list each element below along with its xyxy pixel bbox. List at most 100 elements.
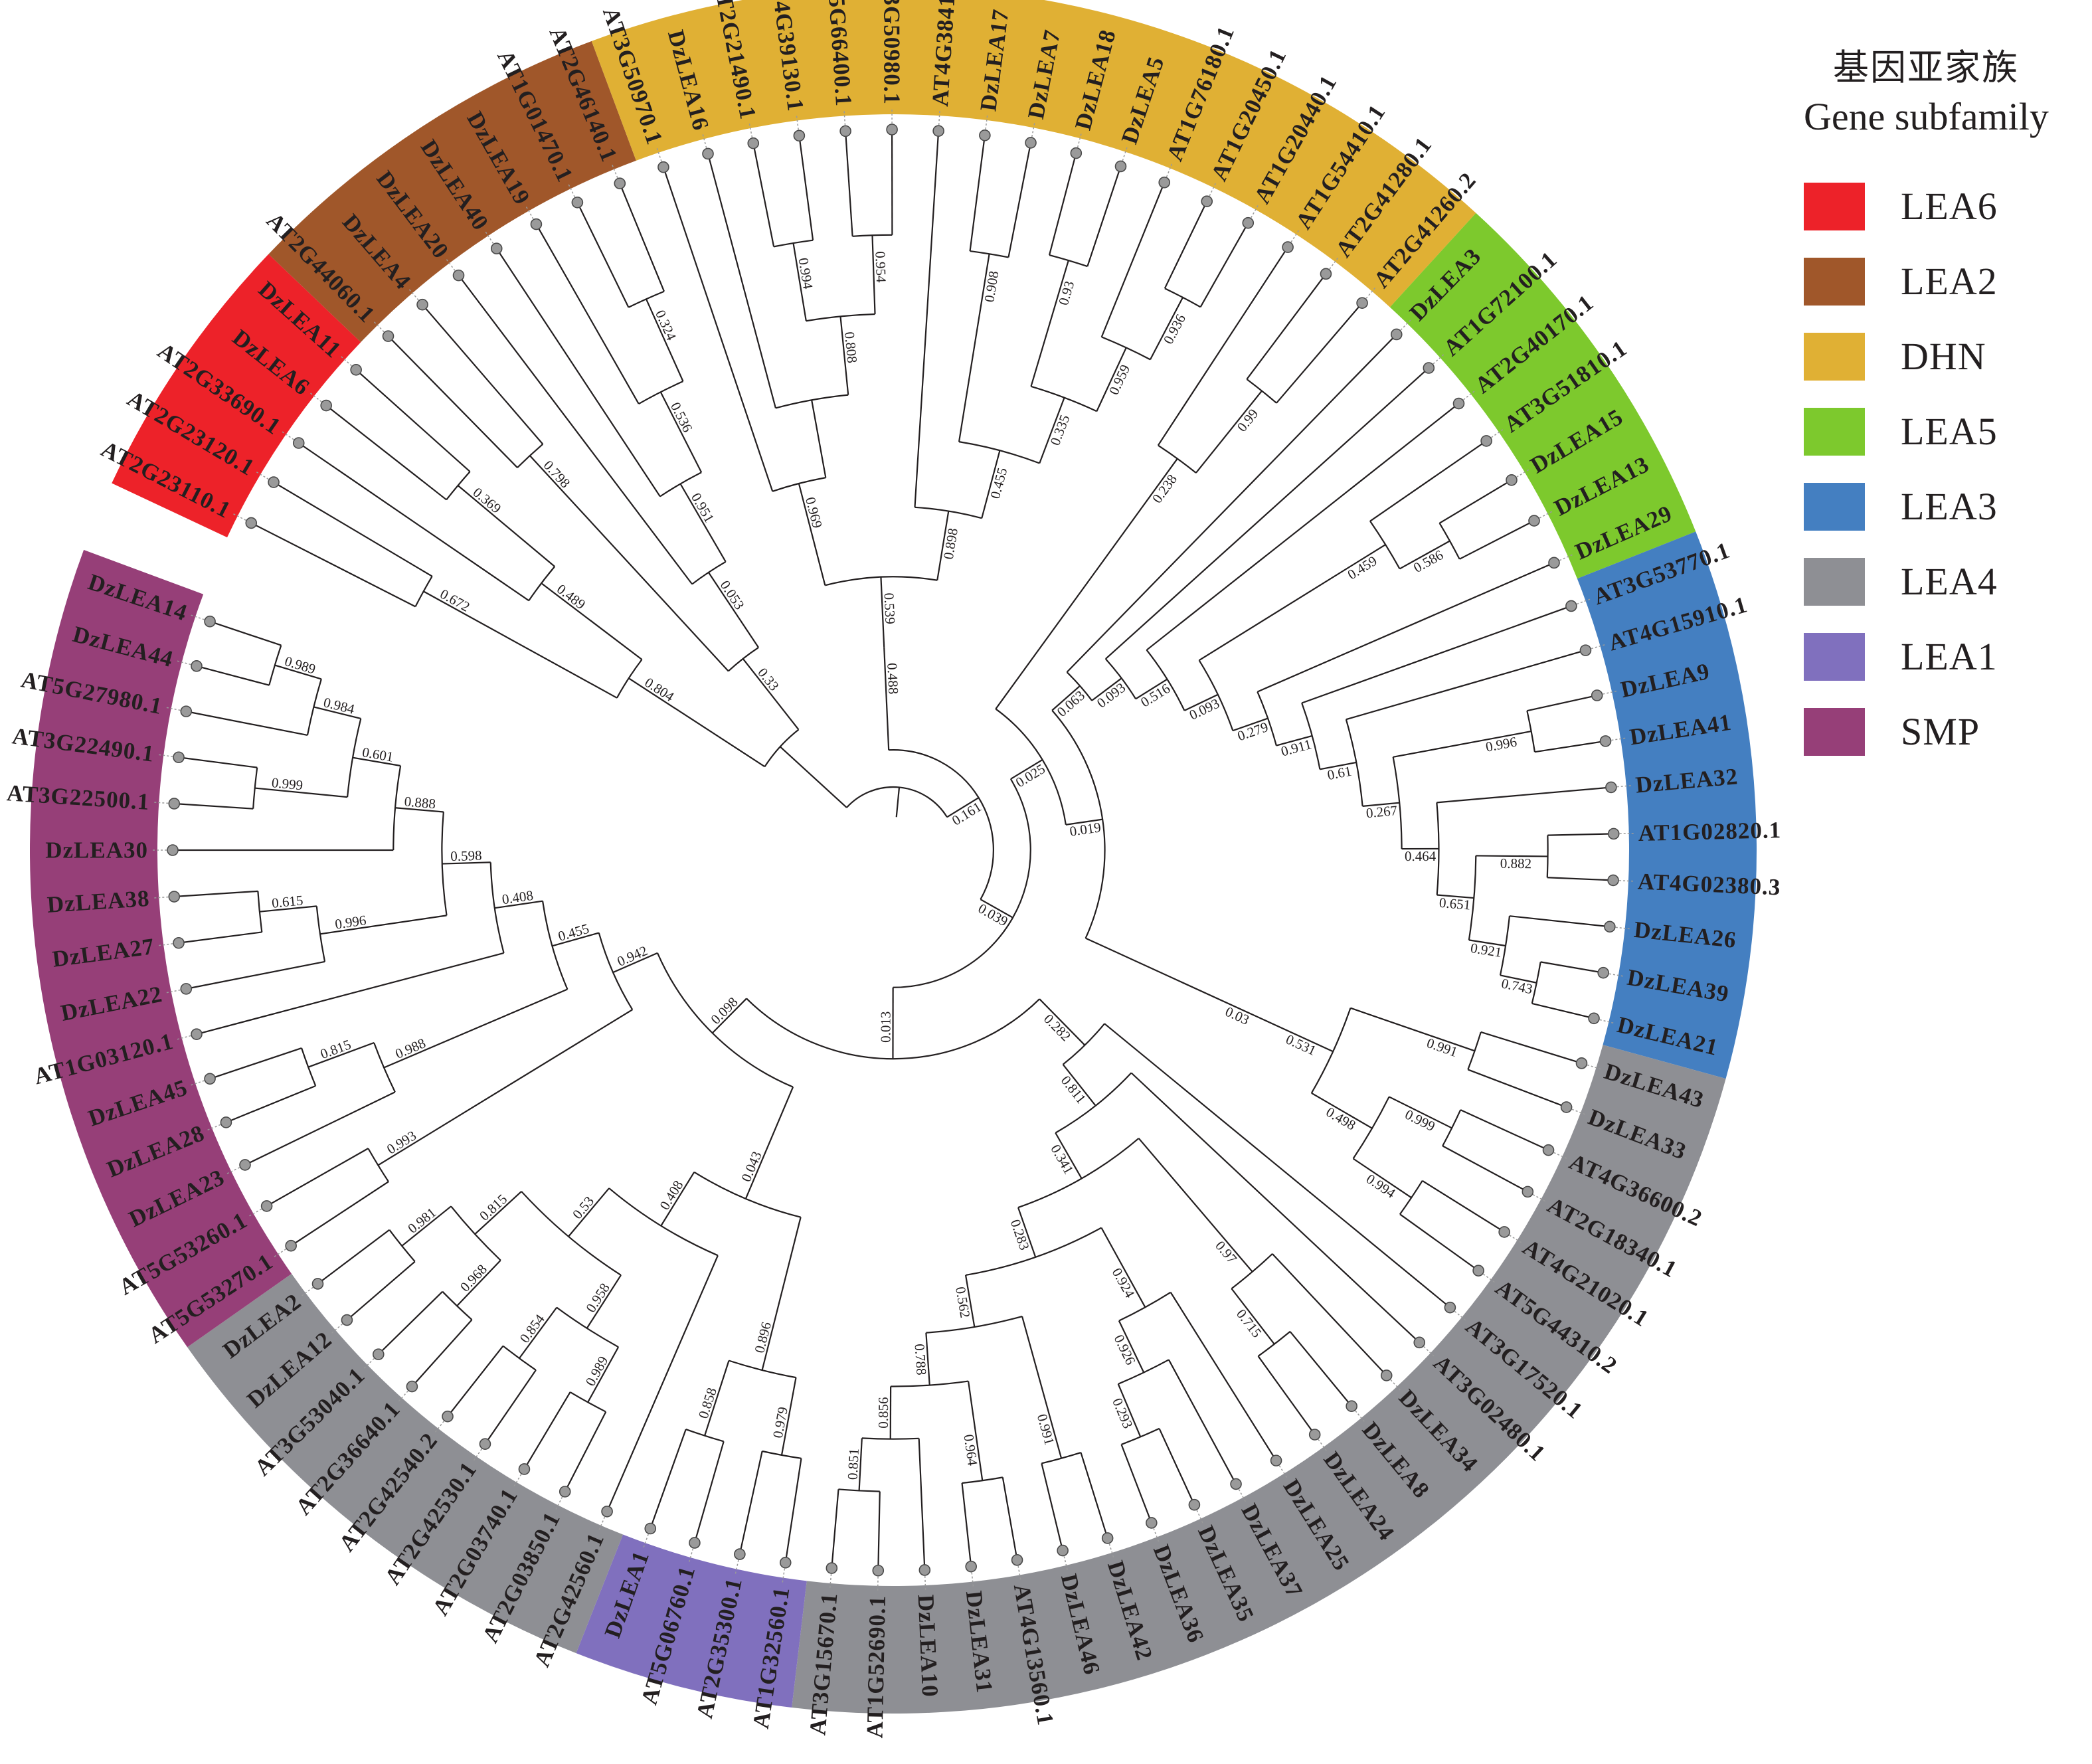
internal-branch <box>704 1360 730 1436</box>
leaf-node-dot <box>1607 874 1619 887</box>
root-branch <box>895 787 901 818</box>
internal-branch <box>1195 390 1263 474</box>
internal-branch <box>1476 855 1548 857</box>
internal-branch <box>474 1191 522 1235</box>
leaf-connector <box>1482 1273 1497 1284</box>
leaf-branch <box>1157 246 1289 446</box>
leaf-connector <box>688 1548 694 1564</box>
internal-branch <box>883 647 890 750</box>
leaf-branch <box>178 931 262 944</box>
branch-arc <box>598 932 634 1010</box>
leaf-connector <box>1238 1488 1247 1504</box>
leaf-branch <box>1369 440 1487 522</box>
leaf-label: AT1G52690.1 <box>861 1595 891 1738</box>
branch-arc <box>1051 709 1106 939</box>
leaf-connector <box>1509 1235 1524 1245</box>
leaf-node-dot <box>245 517 258 529</box>
internal-branch <box>936 511 950 580</box>
leaf-connector <box>280 430 294 440</box>
bootstrap-value: 0.672 <box>438 586 473 615</box>
leaf-connector <box>1491 428 1505 438</box>
leaf-node-dot <box>839 125 851 137</box>
branch-arc <box>392 765 402 851</box>
leaf-branch <box>1007 142 1032 258</box>
internal-branch <box>780 1377 797 1456</box>
leaf-connector <box>1532 1193 1547 1203</box>
leaf-branch <box>1272 1253 1387 1376</box>
leaf-node-dot <box>918 1564 931 1576</box>
leaf-connector <box>1599 1019 1616 1024</box>
leaf-node-dot <box>1597 966 1609 979</box>
leaf-node-dot <box>1480 435 1492 447</box>
leaf-branch <box>290 1181 389 1247</box>
bootstrap-value: 0.924 <box>1109 1265 1138 1300</box>
internal-branch <box>519 1306 558 1359</box>
leaf-node-dot <box>173 936 185 949</box>
branch-arc <box>691 561 727 585</box>
legend-label-lea4: LEA4 <box>1901 560 1998 603</box>
bootstrap-labels: 0.6720.3690.4890.8040.7980.3240.5360.951… <box>271 251 1534 1480</box>
leaf-branch <box>209 1047 302 1080</box>
legend-list: LEA6 LEA2 DHN LEA5 LEA3 LEA4 LEA1 SMP <box>1804 169 2089 769</box>
leaf-connector <box>1031 121 1036 137</box>
leaf-connector <box>362 1358 375 1370</box>
bootstrap-value: 0.715 <box>1233 1306 1265 1340</box>
leaf-branch <box>1346 650 1586 721</box>
legend-label-lea2: LEA2 <box>1901 260 1998 303</box>
leaf-branch <box>1130 1072 1420 1344</box>
leaf-branch <box>1527 694 1597 712</box>
branch-arc <box>638 381 683 405</box>
branch-arc <box>367 1148 389 1182</box>
internal-branch <box>967 1381 984 1481</box>
leaf-label: AT3G50980.1 <box>879 0 905 105</box>
bootstrap-value: 0.994 <box>795 256 816 290</box>
legend-item-lea6: LEA6 <box>1804 169 2089 244</box>
leaf-node-dot <box>1498 1226 1510 1238</box>
leaf-connector <box>445 257 456 271</box>
leaf-connector <box>1539 510 1554 519</box>
branch-arc <box>926 1315 1023 1334</box>
bootstrap-value: 0.586 <box>1411 547 1446 576</box>
leaf-branch <box>1080 1452 1108 1539</box>
branch-arc <box>958 441 1040 464</box>
branch-arc <box>1257 691 1277 746</box>
leaf-connector <box>396 1390 408 1403</box>
branch-arc <box>1017 1138 1140 1209</box>
leaf-node-dot <box>1230 1478 1242 1490</box>
branch-arc <box>1041 1451 1081 1464</box>
leaf-connector <box>1153 1528 1160 1544</box>
internal-branch <box>457 485 555 567</box>
leaf-node-dot <box>350 364 362 376</box>
leaf-branch <box>535 223 640 404</box>
leaf-connector <box>1355 1410 1366 1424</box>
bootstrap-value: 0.053 <box>717 577 748 612</box>
bootstrap-value: 0.539 <box>881 592 899 624</box>
bootstrap-value: 0.896 <box>751 1320 774 1355</box>
branch-arc <box>1121 1427 1160 1445</box>
leaf-node-dot <box>614 177 626 189</box>
ring-sector-lea1 <box>576 1534 807 1708</box>
bootstrap-value: 0.996 <box>334 912 367 932</box>
leaf-node-dot <box>1188 1498 1201 1511</box>
branch-arc <box>628 290 665 308</box>
internal-branch <box>1039 998 1086 1046</box>
internal-branch <box>352 756 401 767</box>
bootstrap-value: 0.341 <box>1047 1142 1077 1177</box>
branch-arc <box>1499 916 1511 976</box>
leaf-connector <box>1318 1439 1328 1453</box>
leaf-connector <box>1251 203 1260 219</box>
leaf-connector <box>796 114 799 130</box>
internal-branch <box>871 235 876 315</box>
leaf-branch <box>266 1148 369 1207</box>
internal-branch <box>383 988 568 1069</box>
branch-arc <box>306 679 322 736</box>
branch-arc <box>657 952 794 1088</box>
branch-arc <box>414 576 433 607</box>
internal-branch <box>1135 678 1168 700</box>
leaf-node-dot <box>1579 644 1592 656</box>
leaf-connector <box>1166 161 1174 177</box>
leaf-branch <box>298 442 529 602</box>
leaf-connector <box>877 1576 879 1593</box>
bootstrap-value: 0.888 <box>404 793 436 812</box>
leaf-node-dot <box>571 197 584 209</box>
